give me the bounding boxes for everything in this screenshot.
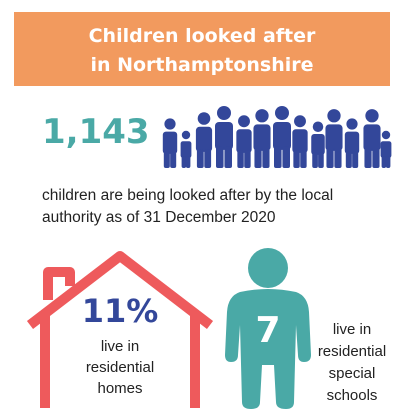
header-title-line: in Northamptonshire: [90, 54, 313, 76]
person-part: [292, 129, 308, 153]
person-part: [181, 130, 191, 140]
person-part: [344, 131, 360, 154]
person-part: [345, 151, 352, 168]
person-part: [217, 106, 231, 120]
person-part: [275, 106, 289, 120]
description-line: children are being looked after by the l…: [42, 187, 333, 204]
person-part: [274, 146, 282, 168]
person-part: [204, 149, 212, 168]
header-title-line: Children looked after: [89, 25, 316, 47]
headline-number: 1,143: [42, 112, 150, 152]
child-body: [225, 289, 311, 409]
person-part: [215, 122, 233, 150]
person-part: [180, 141, 192, 158]
person-part: [327, 109, 341, 123]
schools-line: residential: [318, 343, 386, 360]
child-icon: [225, 248, 311, 409]
schools-line: live in: [333, 321, 371, 338]
person-part: [312, 121, 324, 132]
person-part: [236, 129, 252, 153]
person-part: [163, 151, 170, 168]
person-part: [311, 134, 325, 155]
person-part: [381, 130, 391, 140]
person-part: [244, 150, 251, 168]
person-part: [318, 152, 324, 168]
person-part: [224, 146, 232, 168]
person-part: [253, 124, 271, 151]
person-part: [164, 118, 176, 130]
person-part: [300, 150, 307, 168]
person-part: [216, 146, 224, 168]
person-part: [294, 115, 306, 128]
house-outline: [26, 251, 214, 408]
schools-line: special: [329, 365, 376, 382]
person-part: [293, 150, 300, 168]
person-part: [372, 147, 380, 168]
person-part: [195, 126, 213, 152]
child-head: [248, 248, 288, 288]
homes-line: live in: [101, 338, 139, 355]
person-part: [365, 109, 379, 123]
person-part: [162, 131, 178, 154]
person-part: [181, 156, 187, 168]
person-part: [352, 151, 359, 168]
person-part: [255, 109, 269, 123]
person-part: [262, 147, 270, 168]
person-part: [326, 147, 334, 168]
person-part: [282, 146, 290, 168]
schools-number: 7: [255, 310, 280, 351]
person-part: [334, 147, 342, 168]
person-part: [363, 124, 381, 151]
person-part: [237, 150, 244, 168]
person-part: [381, 156, 387, 168]
person-part: [196, 149, 204, 168]
person-part: [197, 112, 211, 125]
person-part: [346, 118, 358, 130]
homes-line: residential: [86, 359, 154, 376]
header-band: [14, 12, 390, 86]
person-part: [325, 124, 343, 151]
person-part: [238, 115, 250, 128]
people-icons: [162, 106, 392, 168]
person-part: [385, 156, 391, 168]
person-part: [170, 151, 177, 168]
person-part: [185, 156, 191, 168]
person-part: [364, 147, 372, 168]
person-part: [273, 122, 291, 150]
person-part: [254, 147, 262, 168]
homes-number: 11%: [82, 292, 159, 330]
person-part: [312, 152, 318, 168]
person-part: [380, 141, 392, 158]
description-line: authority as of 31 December 2020: [42, 209, 276, 226]
homes-line: homes: [97, 380, 142, 397]
schools-line: schools: [327, 387, 378, 404]
